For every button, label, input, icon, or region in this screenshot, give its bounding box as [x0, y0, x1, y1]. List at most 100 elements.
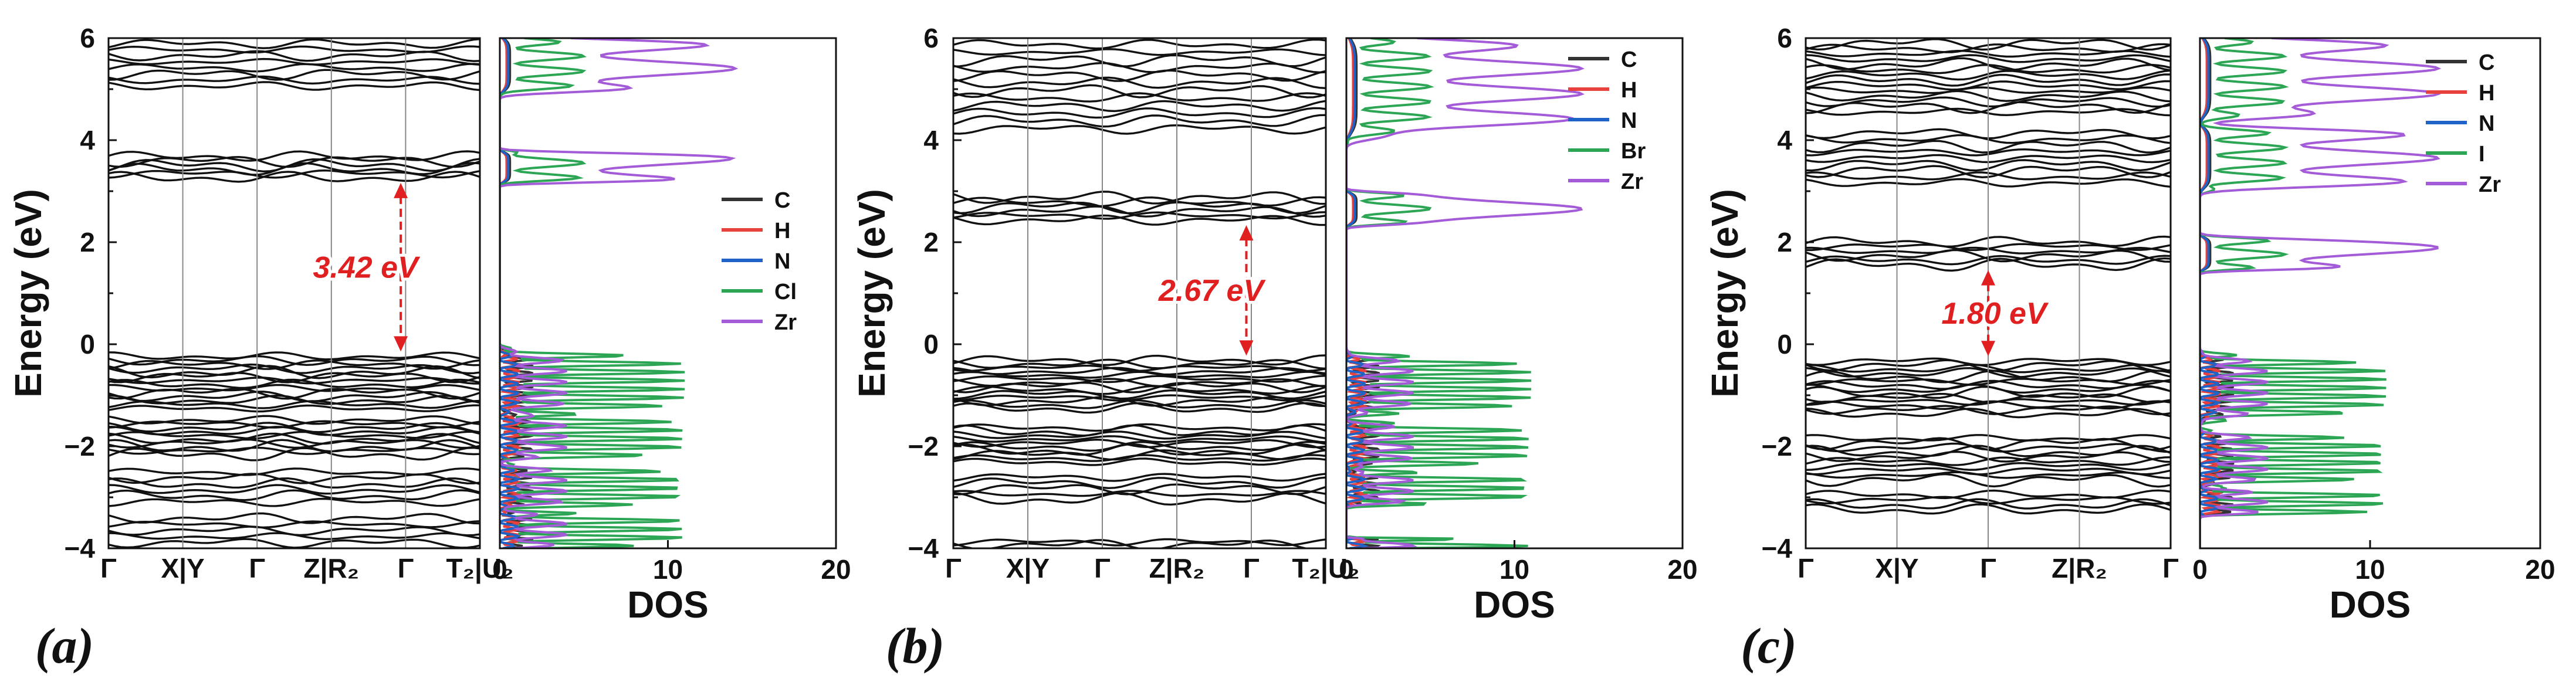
- band-line: [953, 490, 1326, 497]
- dos-curve-n: [1346, 38, 1369, 548]
- band-line: [953, 214, 1326, 226]
- bands: [1806, 38, 2171, 515]
- y-tick-label: −2: [1762, 431, 1792, 462]
- band-line: [953, 399, 1326, 409]
- legend-label: H: [774, 219, 790, 243]
- y-tick-label: 0: [80, 329, 95, 359]
- legend-label: Zr: [2479, 172, 2501, 197]
- dos-curve-zr: [500, 38, 739, 548]
- x-tick-label: 10: [2355, 554, 2385, 585]
- band-line: [109, 404, 480, 413]
- dos-curve-h: [1346, 38, 1370, 548]
- legend-label: Zr: [1621, 169, 1643, 194]
- band-line: [953, 76, 1326, 89]
- band-line: [953, 124, 1326, 135]
- band-line: [109, 150, 480, 162]
- band-line: [953, 114, 1326, 128]
- y-axis-label: Energy (eV): [7, 189, 49, 398]
- band-line: [109, 512, 480, 525]
- band-line: [109, 378, 480, 389]
- y-tick-label: −4: [908, 533, 939, 564]
- y-tick-label: 0: [923, 329, 939, 359]
- x-tick-label: 0: [492, 554, 507, 585]
- band-structure-plot: −4 −2 0 2 4 6 Γ X|Y Γ Z|R₂ Γ T₂|U₂ Energy (eV) 3.42 e…: [7, 23, 514, 584]
- k-point-label: Z|R₂: [1149, 553, 1205, 584]
- band-line: [109, 75, 480, 85]
- panel-label: (a): [35, 618, 94, 674]
- legend-label: N: [2479, 111, 2494, 136]
- panel-b: −4 −2 0 2 4 6 Γ X|Y Γ Z|R₂ Γ T₂|U₂ Energy (eV) 2.67 e…: [851, 23, 1698, 674]
- y-tick-label: −2: [65, 431, 95, 462]
- band-line: [953, 440, 1326, 452]
- y-tick-label: −2: [908, 431, 939, 462]
- band-line: [109, 420, 480, 429]
- band-line: [953, 539, 1311, 548]
- band-frame: [952, 37, 1327, 549]
- k-point-label: T₂|U₂: [1292, 553, 1359, 584]
- x-tick-label: 10: [653, 554, 683, 585]
- x-tick-label: 0: [1339, 554, 1354, 585]
- y-axis-label: Energy (eV): [1704, 189, 1746, 398]
- band-line: [953, 54, 1326, 67]
- panel-label: (b): [886, 618, 945, 674]
- legend-label: C: [2479, 50, 2494, 75]
- gap-arrow-head-down: [394, 336, 408, 352]
- k-point-label: Γ: [1798, 553, 1814, 584]
- band-line: [953, 205, 1326, 218]
- x-tick-label: 20: [2525, 554, 2555, 585]
- band-line: [109, 399, 480, 409]
- y-axis-label: Energy (eV): [851, 189, 893, 398]
- y-tick-label: 6: [1777, 23, 1792, 53]
- legend-label: Cl: [774, 280, 797, 304]
- band-line: [109, 45, 480, 54]
- k-point-label: Γ: [398, 553, 414, 584]
- k-point-label: X|Y: [161, 553, 204, 584]
- band-line: [953, 473, 1326, 482]
- legend-label: H: [2479, 81, 2494, 106]
- dos-curve-cl: [500, 38, 685, 548]
- k-point-label: Γ: [249, 553, 265, 584]
- dos-curve-c: [1346, 38, 1382, 548]
- dos-curve-zr: [1346, 38, 1585, 548]
- legend-label: C: [774, 188, 790, 213]
- band-line: [953, 483, 1326, 496]
- gap-arrow-head-up: [394, 182, 408, 198]
- band-line: [953, 476, 1326, 490]
- x-tick-label: 10: [1499, 554, 1529, 585]
- panel-a: −4 −2 0 2 4 6 Γ X|Y Γ Z|R₂ Γ T₂|U₂ Energy (eV) 3.42 e…: [7, 23, 851, 674]
- y-tick-label: 4: [923, 125, 939, 155]
- band-line: [109, 384, 480, 392]
- band-line: [953, 538, 1326, 547]
- band-line: [953, 358, 1326, 370]
- band-line: [953, 385, 1326, 395]
- band-line: [109, 467, 480, 476]
- band-line: [953, 443, 1326, 456]
- band-line: [109, 69, 480, 81]
- y-tick-label: 6: [923, 23, 939, 53]
- legend-label: N: [774, 249, 790, 274]
- y-tick-label: 6: [80, 23, 95, 53]
- x-axis-label: DOS: [627, 584, 709, 626]
- band-line: [953, 92, 1326, 103]
- bands: [109, 38, 480, 548]
- gap-arrow-head-down: [1981, 341, 1995, 357]
- band-line: [109, 497, 480, 507]
- y-tick-label: −4: [65, 533, 96, 564]
- legend-label: Zr: [774, 310, 797, 335]
- k-point-label: T₂|U₂: [446, 553, 513, 584]
- dos-plot: 0 10 20 DOS CHN Cl Zr: [492, 37, 851, 626]
- x-axis-label: DOS: [2330, 584, 2411, 626]
- band-line: [109, 446, 480, 462]
- gap-arrow-head-up: [1239, 225, 1254, 241]
- band-structure-plot: −4 −2 0 2 4 6 Γ X|Y Γ Z|R₂ Γ T₂|U₂ Energy (eV) 2.67 e…: [851, 23, 1360, 584]
- y-tick-label: 2: [1777, 227, 1792, 257]
- k-point-label: Γ: [1243, 553, 1260, 584]
- band-line: [109, 477, 480, 489]
- band-line: [953, 491, 1326, 506]
- legend-label: C: [1621, 48, 1637, 72]
- band-line: [953, 107, 1326, 119]
- legend-label: N: [1621, 108, 1637, 133]
- band-line: [109, 538, 480, 548]
- legend-label: I: [2479, 142, 2485, 167]
- panel-label: (c): [1741, 618, 1796, 674]
